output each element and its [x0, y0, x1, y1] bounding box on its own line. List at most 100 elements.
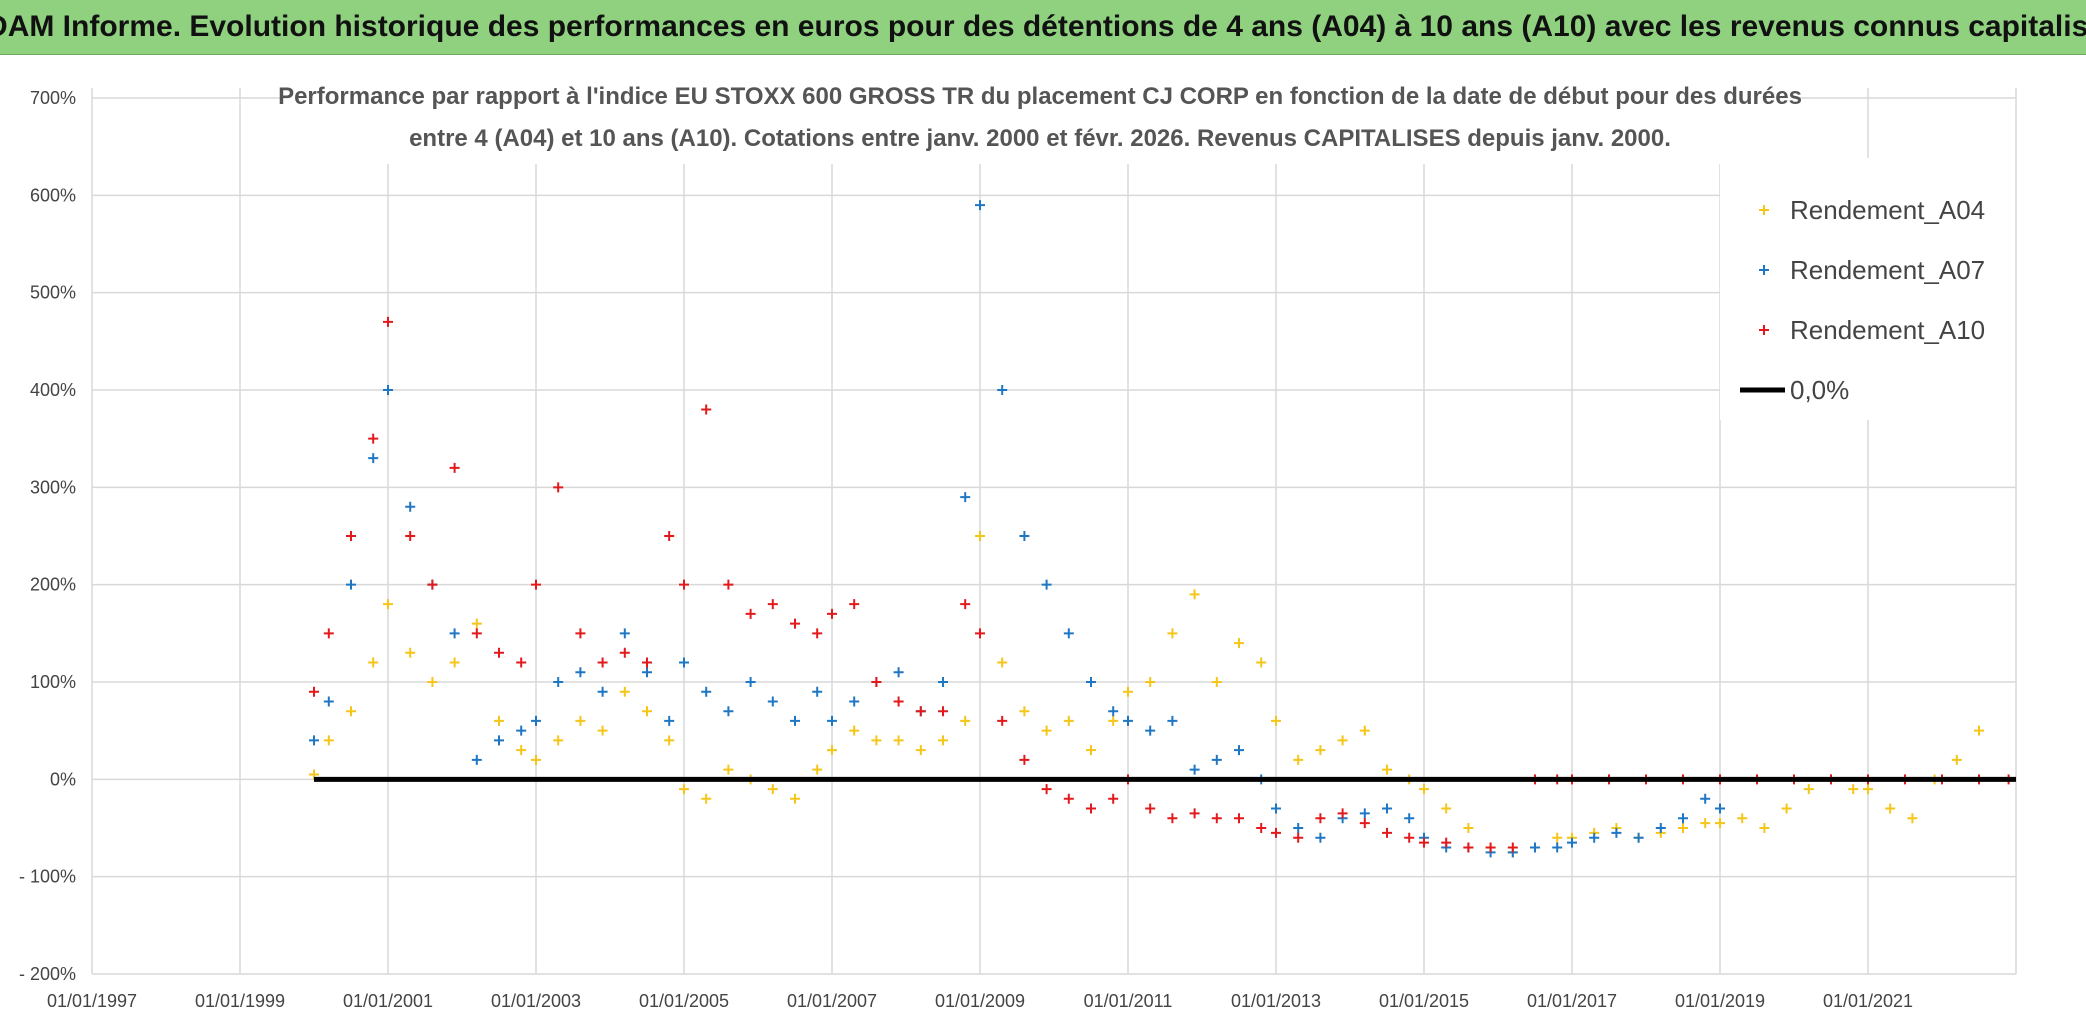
data-point-rendement-a07 — [1234, 745, 1244, 756]
data-point-rendement-a10 — [1041, 784, 1052, 795]
data-point-rendement-a10 — [827, 608, 837, 619]
data-point-rendement-a10 — [1256, 823, 1267, 833]
data-point-rendement-a04 — [1271, 715, 1281, 726]
data-point-rendement-a04 — [1441, 803, 1452, 814]
data-point-rendement-a07 — [531, 715, 541, 726]
data-point-rendement-a07 — [1145, 725, 1156, 736]
data-point-rendement-a10 — [1463, 842, 1474, 853]
data-point-rendement-a04 — [346, 706, 356, 717]
data-point-rendement-a10 — [531, 579, 541, 590]
data-point-rendement-a04 — [679, 784, 689, 795]
data-point-rendement-a04 — [323, 735, 334, 746]
data-point-rendement-a04 — [812, 764, 823, 775]
data-point-rendement-a04 — [827, 745, 837, 756]
data-point-rendement-a07 — [323, 696, 334, 707]
data-point-rendement-a04 — [1211, 677, 1222, 687]
x-tick-label: 01/01/2017 — [1527, 991, 1617, 1011]
data-point-rendement-a07 — [1271, 803, 1281, 814]
data-point-rendement-a04 — [871, 735, 882, 746]
data-point-rendement-a10 — [997, 715, 1008, 726]
y-tick-label: 600% — [30, 185, 76, 205]
data-point-rendement-a10 — [723, 579, 734, 590]
data-point-rendement-a04 — [1885, 803, 1896, 814]
data-point-rendement-a04 — [938, 735, 948, 746]
data-point-rendement-a07 — [309, 735, 319, 746]
data-point-rendement-a04 — [575, 715, 586, 726]
data-point-rendement-a07 — [1567, 837, 1577, 848]
data-point-rendement-a10 — [1189, 808, 1200, 819]
y-tick-label: 500% — [30, 283, 76, 303]
data-point-rendement-a07 — [812, 686, 823, 697]
data-point-rendement-a04 — [1086, 745, 1096, 756]
data-point-rendement-a07 — [1315, 832, 1326, 843]
data-point-rendement-a07 — [1086, 677, 1096, 687]
legend-items: Rendement_A04 Rendement_A07 Rendement_A10 0… — [1740, 195, 1985, 405]
data-point-rendement-a10 — [368, 433, 379, 444]
data-point-rendement-a10 — [405, 531, 416, 541]
data-point-rendement-a04 — [849, 725, 860, 736]
data-point-rendement-a04 — [1700, 818, 1711, 829]
data-point-rendement-a07 — [1382, 803, 1392, 814]
data-point-rendement-a10 — [1019, 754, 1030, 765]
data-point-rendement-a07 — [1211, 754, 1222, 765]
x-tick-label: 01/01/2019 — [1675, 991, 1765, 1011]
data-point-rendement-a10 — [1271, 827, 1281, 838]
legend-label: Rendement_A07 — [1790, 255, 1985, 285]
data-point-rendement-a04 — [1781, 803, 1792, 814]
data-point-rendement-a04 — [701, 793, 712, 804]
data-point-rendement-a04 — [449, 657, 460, 668]
data-point-rendement-a07 — [642, 667, 652, 678]
data-point-rendement-a04 — [1167, 628, 1178, 639]
data-point-rendement-a07 — [1189, 764, 1200, 775]
data-point-rendement-a10 — [1441, 837, 1452, 848]
data-point-rendement-a07 — [597, 686, 608, 697]
data-point-rendement-a10 — [346, 531, 356, 541]
y-tick-label: - 200% — [19, 964, 76, 984]
x-tick-label: 01/01/2009 — [935, 991, 1025, 1011]
legend-item-rendement-a10: Rendement_A10 — [1759, 315, 1985, 345]
data-point-rendement-a07 — [827, 715, 837, 726]
x-tick-label: 01/01/1997 — [47, 991, 137, 1011]
data-point-rendement-a10 — [309, 686, 319, 697]
data-point-rendement-a04 — [1234, 638, 1244, 649]
data-point-rendement-a07 — [1655, 823, 1666, 833]
data-point-rendement-a07 — [1293, 823, 1304, 833]
data-point-rendement-a04 — [915, 745, 926, 756]
data-point-rendement-a07 — [1108, 706, 1119, 717]
legend-marker — [1759, 265, 1769, 275]
x-tick-label: 01/01/2007 — [787, 991, 877, 1011]
data-point-rendement-a07 — [679, 657, 689, 668]
y-tick-label: 200% — [30, 575, 76, 595]
data-point-rendement-a10 — [516, 657, 527, 668]
data-point-rendement-a10 — [1234, 813, 1244, 824]
scatter-series — [309, 200, 2014, 858]
data-point-rendement-a04 — [1359, 725, 1370, 736]
legend-background — [1720, 158, 2015, 420]
x-tick-label: 01/01/2005 — [639, 991, 729, 1011]
data-point-rendement-a04 — [494, 715, 504, 726]
legend-marker — [1759, 325, 1769, 335]
data-point-rendement-a07 — [893, 667, 904, 678]
data-point-rendement-a10 — [1167, 813, 1178, 824]
x-tick-label: 01/01/2013 — [1231, 991, 1321, 1011]
data-point-rendement-a07 — [1123, 715, 1133, 726]
data-point-rendement-a07 — [1678, 813, 1688, 824]
data-point-rendement-a10 — [745, 608, 756, 619]
report-title-banner: ADAM Informe. Evolution historique des p… — [0, 0, 2086, 55]
x-tick-label: 01/01/2011 — [1084, 991, 1173, 1011]
data-point-rendement-a04 — [1019, 706, 1030, 717]
data-point-rendement-a04 — [1041, 725, 1052, 736]
data-point-rendement-a10 — [812, 628, 823, 639]
data-point-rendement-a10 — [1108, 793, 1119, 804]
x-tick-label: 01/01/2021 — [1823, 991, 1913, 1011]
data-point-rendement-a07 — [368, 453, 379, 464]
data-point-rendement-a07 — [790, 715, 800, 726]
data-point-rendement-a10 — [449, 462, 460, 473]
data-point-rendement-a07 — [383, 385, 393, 395]
data-point-rendement-a07 — [723, 706, 734, 717]
y-tick-label: 300% — [30, 477, 76, 497]
legend-marker — [1759, 205, 1769, 215]
data-point-rendement-a07 — [1530, 842, 1540, 853]
